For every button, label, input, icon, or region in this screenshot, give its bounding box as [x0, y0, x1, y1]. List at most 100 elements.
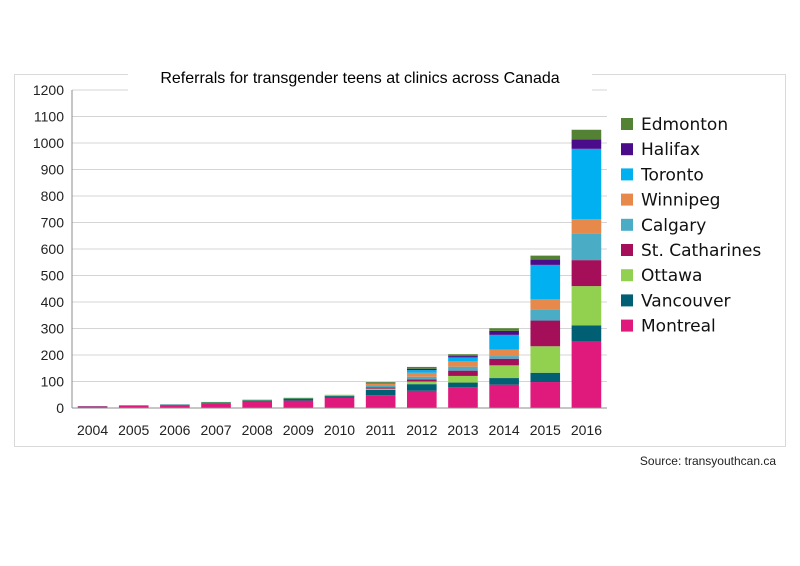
bar-segment — [448, 370, 478, 376]
bar-segment — [571, 219, 602, 234]
legend-swatch — [621, 319, 633, 332]
bar-segment — [324, 396, 355, 398]
bar-segment — [324, 394, 355, 397]
bar-segment — [571, 148, 602, 220]
bar-segment — [571, 139, 602, 149]
bar-segment — [324, 397, 355, 408]
y-tick-label: 700 — [41, 215, 65, 231]
bar-segment — [406, 370, 437, 373]
bar-segment — [489, 334, 519, 350]
bar-segment — [118, 405, 149, 406]
y-tick-label: 900 — [41, 162, 65, 178]
bar-segment — [448, 356, 478, 358]
bar-segment — [448, 366, 478, 371]
bar-segment — [77, 406, 108, 408]
legend-label: Edmonton — [641, 115, 728, 135]
bar-segment — [530, 259, 561, 265]
bar-segment — [365, 387, 396, 389]
bar-segment — [118, 405, 149, 408]
bar-segment — [283, 400, 314, 408]
bar-segment — [365, 389, 396, 396]
bar-segment — [489, 328, 519, 331]
x-tick-label: 2011 — [366, 422, 396, 438]
y-tick-label: 200 — [41, 347, 65, 363]
x-tick-label: 2006 — [159, 422, 190, 438]
bar-segment — [530, 320, 561, 347]
bar-segment — [530, 309, 561, 321]
legend-label: Montreal — [641, 317, 716, 337]
chart-title: Referrals for transgender teens at clini… — [128, 64, 592, 94]
bar-segment — [201, 402, 231, 404]
bar-segment — [489, 349, 519, 357]
bar-segment — [530, 346, 561, 373]
y-tick-label: 0 — [56, 400, 64, 416]
x-tick-label: 2010 — [324, 422, 355, 438]
axis-layer: 0 100 200 300 400 500 600 700 800 900 1000 1100 1200… — [33, 82, 607, 438]
legend-swatch — [621, 269, 633, 282]
x-tick-label: 2014 — [489, 422, 520, 438]
legend-label: Winnipeg — [641, 191, 720, 211]
bar-segment — [201, 401, 231, 403]
bar-segment — [365, 382, 396, 384]
legend-label: Ottawa — [641, 266, 702, 286]
y-tick-label: 500 — [41, 268, 65, 284]
legend-swatch — [621, 218, 633, 231]
bar-segment — [448, 387, 478, 408]
bar-segment — [406, 368, 437, 371]
legend-label: Toronto — [640, 165, 704, 185]
bar-segment — [489, 365, 519, 379]
legend-swatch — [621, 244, 633, 256]
bar-segment — [571, 260, 602, 287]
y-tick-label: 1100 — [34, 109, 64, 125]
bar-segment — [365, 383, 396, 387]
x-tick-label: 2012 — [406, 422, 437, 438]
y-tick-label: 300 — [41, 321, 65, 337]
bar-segment — [530, 264, 561, 300]
x-tick-label: 2013 — [447, 422, 478, 438]
bar-segment — [530, 299, 561, 310]
x-tick-label: 2009 — [283, 422, 314, 438]
y-tick-label: 1200 — [33, 82, 64, 98]
bar-segment — [448, 357, 478, 362]
y-tick-label: 100 — [41, 374, 65, 390]
bar-segment — [571, 233, 602, 261]
bar-segment — [406, 366, 437, 369]
bar-segment — [406, 376, 437, 380]
bar-segment — [530, 372, 561, 383]
legend-label: St. Catharines — [641, 241, 761, 261]
bar-segment — [489, 378, 519, 385]
y-tick-label: 1000 — [33, 135, 64, 151]
x-tick-label: 2015 — [530, 422, 561, 438]
x-tick-label: 2008 — [242, 422, 273, 438]
bar-segment — [365, 395, 396, 408]
grid-layer — [72, 89, 607, 409]
x-tick-label: 2016 — [571, 422, 602, 438]
legend-label: Halifax — [641, 140, 700, 160]
bar-segment — [489, 330, 519, 335]
bar-segment — [448, 354, 478, 357]
legend: Edmonton Halifax Toronto Winnipeg Calgary St.… — [621, 115, 761, 337]
legend-swatch — [621, 118, 633, 130]
x-tick-label: 2007 — [200, 422, 231, 438]
bar-segment — [571, 341, 602, 408]
bar-segment — [365, 386, 396, 388]
bar-segment — [283, 397, 314, 399]
bar-segment — [448, 375, 478, 383]
bar-segment — [160, 404, 190, 406]
bar-segment — [530, 382, 561, 408]
bar-segment — [406, 390, 437, 408]
bar-segment — [489, 356, 519, 359]
x-tick-label: 2005 — [118, 422, 149, 438]
bar-segment — [406, 379, 437, 382]
legend-label: Vancouver — [641, 291, 731, 311]
legend-swatch — [621, 168, 633, 181]
bar-segment — [448, 382, 478, 388]
bar-segment — [489, 358, 519, 366]
bar-segment — [406, 381, 437, 385]
bar-segment — [489, 384, 519, 408]
legend-swatch — [621, 143, 633, 156]
bar-segment — [448, 361, 478, 367]
legend-label: Calgary — [641, 216, 706, 236]
bar-segment — [571, 325, 602, 342]
